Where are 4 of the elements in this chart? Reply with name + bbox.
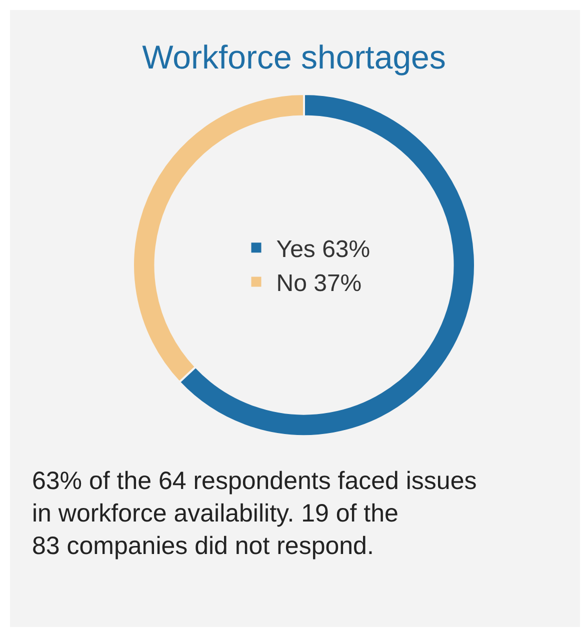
text: 63% of the 64 respondents faced issues in workforce availability. 19 of the 83 companies did not respond. <box>32 467 477 560</box>
legend-label: Yes 63% <box>276 236 370 263</box>
legend-label: No 37% <box>276 270 362 298</box>
chart-title: Workforce shortages <box>142 38 446 76</box>
